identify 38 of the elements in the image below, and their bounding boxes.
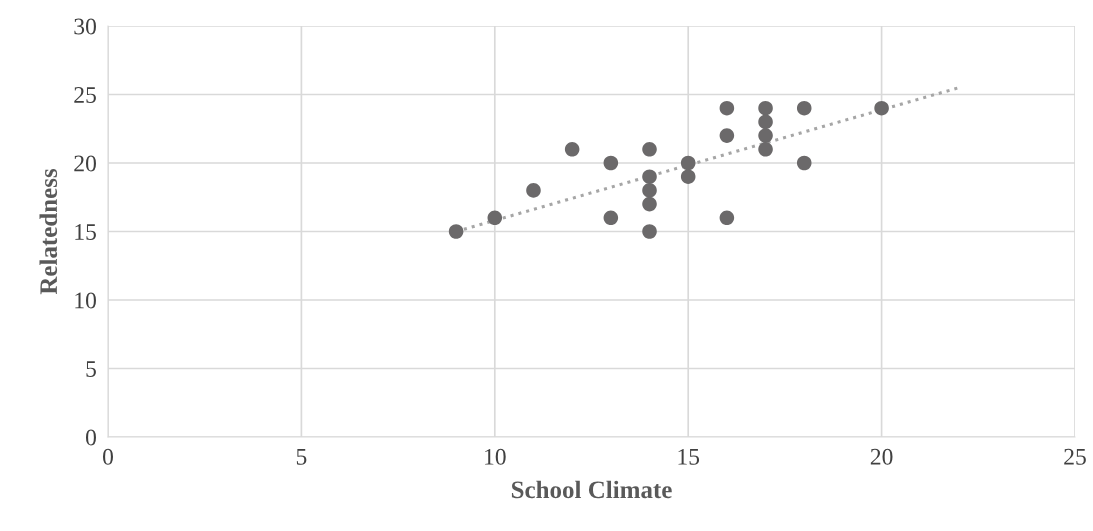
y-tick-label: 30 <box>74 18 96 35</box>
x-tick-label: 15 <box>678 448 700 465</box>
point <box>758 114 773 130</box>
y-tick-label: 20 <box>74 155 96 172</box>
y-tick-label: 0 <box>85 429 96 446</box>
point <box>680 155 696 171</box>
point <box>642 196 657 212</box>
point <box>680 169 696 184</box>
point <box>603 155 619 171</box>
y-tick-label: 5 <box>86 361 96 377</box>
y-tick-label: 15 <box>75 224 96 240</box>
point <box>719 128 735 143</box>
point <box>758 142 773 157</box>
point <box>487 210 503 226</box>
point <box>719 210 735 226</box>
x-tick-label: 25 <box>1064 448 1086 465</box>
point <box>642 142 657 157</box>
point <box>526 183 541 198</box>
point <box>603 210 619 226</box>
point <box>642 169 657 184</box>
point <box>448 224 464 239</box>
x-tick-label: 10 <box>485 448 506 465</box>
x-axis-title: School Climate <box>511 480 672 499</box>
y-axis-title: Relatedness <box>39 168 58 295</box>
point <box>719 100 735 116</box>
point <box>796 100 812 116</box>
x-tick-label: 0 <box>103 448 113 465</box>
x-tick-label: 20 <box>870 448 893 465</box>
point <box>564 142 580 157</box>
point <box>642 183 657 198</box>
y-tick-label: 25 <box>74 87 96 103</box>
point <box>874 100 889 116</box>
point <box>796 155 812 171</box>
point <box>758 128 773 143</box>
point <box>642 224 657 239</box>
x-tick-label: 5 <box>296 449 307 465</box>
y-tick-label: 10 <box>75 292 96 309</box>
point <box>758 100 773 116</box>
